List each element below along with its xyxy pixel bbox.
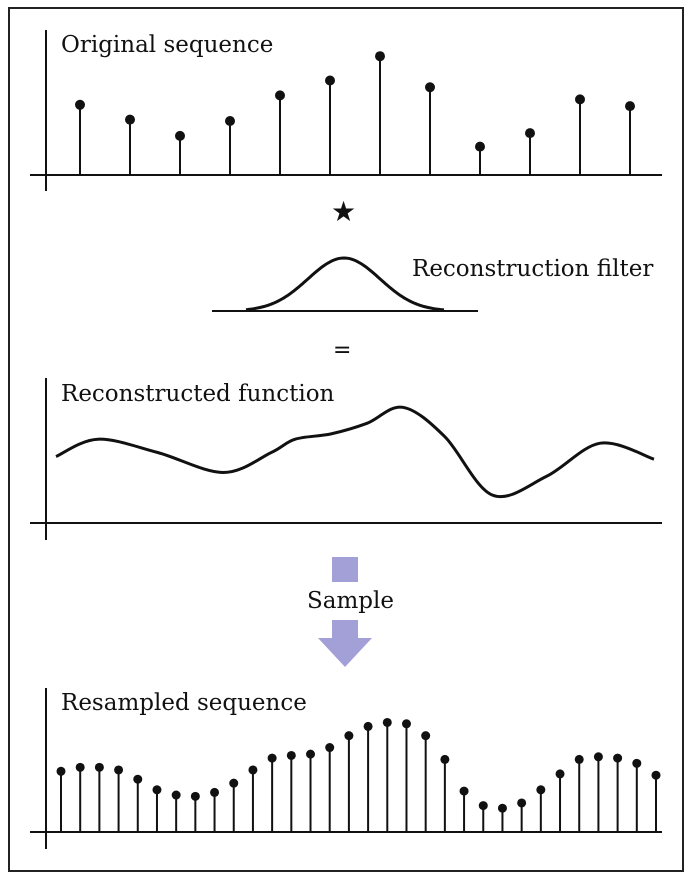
resampled-sample-point — [229, 778, 239, 788]
resampled-sample-point — [363, 721, 373, 731]
sample-arrow — [318, 557, 372, 667]
resampled-sample-point — [267, 753, 277, 763]
original-sample-point — [625, 101, 635, 112]
resampled-sample-point — [248, 765, 258, 775]
original-sample-point — [375, 51, 385, 62]
resampled-sample-point — [382, 717, 392, 727]
sample-label: Sample — [307, 588, 394, 614]
reconstruction-filter-panel — [212, 256, 478, 312]
original-sample-point — [75, 99, 85, 110]
resampled-sample-point — [555, 769, 565, 779]
resampled-sample-point — [94, 762, 104, 772]
resampled-sample-point — [478, 801, 488, 811]
resampled-sample-point — [593, 752, 603, 762]
convolution-star-symbol: ★ — [331, 195, 357, 228]
original-stems — [75, 51, 635, 175]
resampled-sequence-title: Resampled sequence — [61, 690, 307, 716]
resampled-sample-point — [210, 787, 220, 797]
original-sample-point — [475, 141, 485, 152]
resampled-sequence-panel — [30, 688, 662, 849]
reconstructed-function-title: Reconstructed function — [61, 381, 335, 407]
reconstructed-function-panel — [30, 378, 662, 540]
resampled-sample-point — [536, 785, 546, 795]
resampled-sample-point — [632, 758, 642, 768]
filter-curve — [245, 256, 445, 312]
resampled-sample-point — [114, 765, 124, 775]
resampled-sample-point — [286, 750, 296, 760]
original-sample-point — [325, 75, 335, 86]
resampled-sample-point — [613, 753, 623, 763]
resampled-sample-point — [325, 743, 335, 753]
resampled-sample-point — [651, 770, 661, 780]
resampled-sample-point — [459, 786, 469, 796]
original-sample-point — [525, 128, 535, 139]
original-sample-point — [175, 130, 185, 141]
resampled-sample-point — [75, 762, 85, 772]
original-sequence-panel — [30, 30, 662, 191]
original-sample-point — [125, 114, 135, 125]
resampled-stems — [56, 717, 661, 832]
original-sample-point — [425, 82, 435, 93]
resampled-sample-point — [133, 774, 143, 784]
resampled-sample-point — [574, 754, 584, 764]
resampled-sample-point — [56, 766, 66, 776]
resampled-sample-point — [440, 754, 450, 764]
resampled-sample-point — [190, 791, 200, 801]
resampled-sample-point — [497, 803, 507, 813]
resampled-sample-point — [152, 785, 162, 795]
resampled-sample-point — [401, 719, 411, 729]
sample-arrow-head — [318, 620, 372, 667]
figure-frame — [8, 7, 684, 872]
sample-arrow-tail — [332, 557, 358, 582]
resampled-sample-point — [517, 798, 527, 808]
resampled-sample-point — [306, 749, 316, 759]
original-sample-point — [575, 94, 585, 105]
resampled-sample-point — [171, 790, 181, 800]
resampled-sample-point — [421, 731, 431, 741]
original-sample-point — [275, 90, 285, 101]
original-sequence-title: Original sequence — [61, 32, 274, 58]
reconstructed-curve — [55, 405, 655, 499]
equals-symbol: = — [333, 338, 352, 363]
resampled-sample-point — [344, 731, 354, 741]
reconstruction-filter-title: Reconstruction filter — [412, 256, 654, 282]
original-sample-point — [225, 116, 235, 126]
